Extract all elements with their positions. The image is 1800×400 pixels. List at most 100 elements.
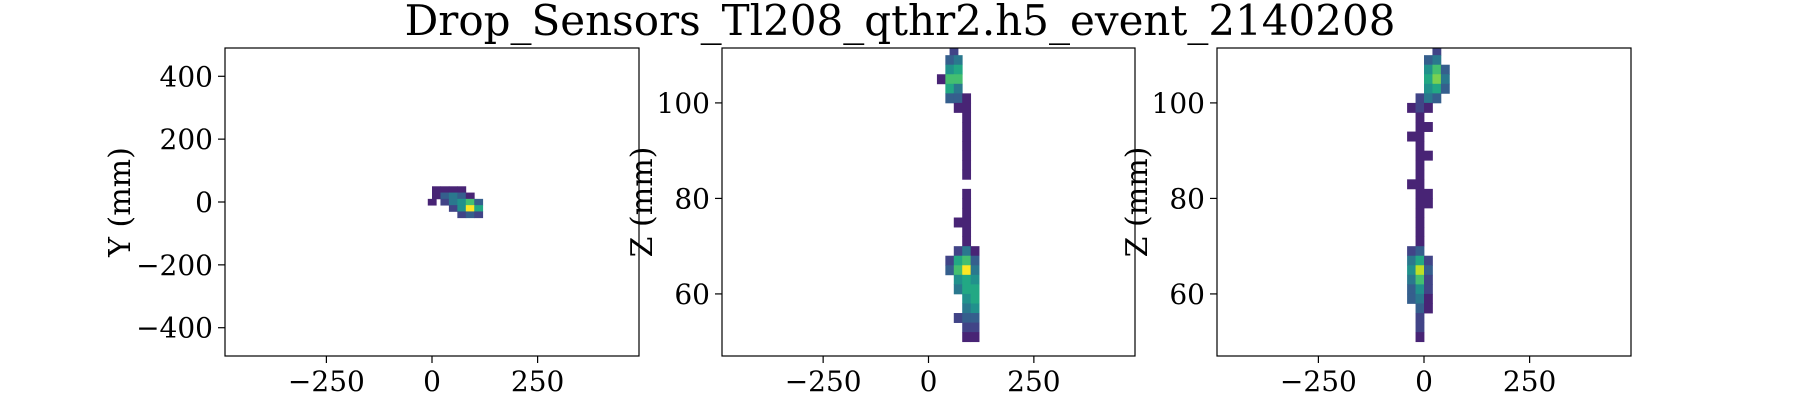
heatmap-cell [970, 293, 980, 304]
heatmap-cell [953, 93, 963, 104]
heatmap-cell [1415, 93, 1425, 104]
y-tick-label: 80 [674, 182, 710, 215]
heatmap-cell [970, 255, 980, 266]
heatmap-cell [1407, 293, 1416, 304]
heatmap-cell [953, 74, 963, 85]
heatmap-cell [936, 74, 946, 85]
heatmap-cell [962, 274, 972, 285]
heatmap-cell [1415, 274, 1425, 285]
heatmap-cell [962, 207, 972, 218]
heatmap-cell [1415, 227, 1425, 238]
heatmap-cell [465, 205, 475, 212]
heatmap-cell [953, 255, 963, 266]
heatmap-cell [1415, 265, 1425, 276]
x-tick-label: 0 [1415, 365, 1433, 398]
heatmap-cell [962, 102, 972, 113]
heatmap-cell [440, 192, 450, 200]
heatmap-cell [474, 198, 484, 206]
heatmap-cell [970, 303, 980, 314]
y-axis-ticks: 60 80 100 [1152, 87, 1217, 311]
x-tick-label: 250 [1007, 365, 1060, 398]
heatmap-cell [1415, 150, 1425, 161]
heatmap-cell [457, 198, 467, 206]
y-tick-label: −400 [136, 312, 213, 345]
heatmap-cell [962, 131, 972, 142]
plot-frame [721, 47, 1136, 357]
heatmap-cell [1407, 284, 1416, 295]
heatmap-cell [962, 188, 972, 199]
heatmap-cell [1415, 141, 1425, 152]
heatmap-cell [962, 303, 972, 314]
heatmap-cell [953, 274, 963, 285]
heatmap-cell [953, 64, 963, 75]
heatmap-cell [1424, 198, 1433, 209]
heatmap-cell [1424, 274, 1433, 285]
heatmap-cell [1415, 293, 1425, 304]
x-tick-label: 250 [1503, 365, 1556, 398]
x-tick-label: −250 [785, 365, 862, 398]
x-tick-label: 0 [920, 365, 938, 398]
y-tick-label: −200 [136, 249, 213, 282]
heatmap-cell [945, 64, 955, 75]
heatmap-cell [962, 246, 972, 257]
x-tick-label: 0 [423, 365, 441, 398]
heatmap-cell [945, 255, 955, 266]
x-tick-label: −250 [288, 365, 365, 398]
heatmap-cell [962, 265, 972, 276]
heatmap-cell [970, 313, 980, 323]
heatmap-cell [962, 93, 972, 104]
heatmap-cell [1415, 102, 1425, 113]
heatmap-cell [962, 122, 972, 132]
heatmap-cell [1415, 198, 1425, 209]
heatmap-cell [457, 192, 467, 200]
heatmap-cell [1407, 246, 1416, 257]
heatmap-cell [440, 186, 450, 193]
heatmap-cell [1424, 83, 1433, 94]
y-axis-ticks: −400 −200 0 200 400 [136, 60, 225, 345]
heatmap-cell [945, 265, 955, 276]
heatmap-cell [1432, 93, 1442, 104]
heatmap-cell [1432, 83, 1442, 94]
heatmap-cell [970, 265, 980, 276]
heatmap-cell [465, 211, 475, 219]
heatmap-cell [1432, 74, 1442, 85]
heatmap-cell [1415, 179, 1425, 190]
heatmap-cell [1415, 322, 1425, 333]
heatmap-cell [474, 211, 484, 219]
heatmap-cell [1415, 188, 1425, 199]
heatmap-cell [970, 322, 980, 333]
heatmap-cell [1424, 55, 1433, 66]
heatmap-cell [1432, 64, 1442, 75]
heatmap-cell [970, 284, 980, 295]
heatmap-cell [1424, 150, 1433, 161]
heatmap-cell [962, 293, 972, 304]
heatmap-cell [1415, 217, 1425, 228]
heatmap-cell [1415, 112, 1425, 123]
heatmap-cell [457, 211, 467, 219]
heatmap-cell [1424, 255, 1433, 266]
x-tick-label: 250 [511, 365, 564, 398]
heatmap-cell [962, 313, 972, 323]
heatmap-cell [970, 246, 980, 257]
heatmap-cell [465, 198, 475, 206]
panel-xz: −250 0 250 60 80 100 Z (mm) [625, 47, 1136, 398]
x-axis-ticks: −250 0 250 [1280, 356, 1556, 398]
heatmap-cell [1424, 74, 1433, 85]
y-tick-label: 100 [1152, 87, 1205, 120]
y-tick-label: 0 [195, 186, 213, 219]
heatmap-cell [1440, 74, 1450, 85]
heatmap-cell [962, 284, 972, 295]
heatmap-cells [427, 186, 484, 219]
heatmap-cell [1407, 179, 1416, 190]
heatmap-cell [1424, 188, 1433, 199]
heatmap-cell [962, 160, 972, 171]
heatmap-cell [448, 192, 458, 200]
heatmap-cell [1424, 122, 1433, 132]
heatmap-cell [432, 192, 441, 200]
heatmap-cell [945, 93, 955, 104]
heatmap-cell [448, 186, 458, 193]
heatmap-cell [474, 205, 484, 212]
heatmap-cell [1415, 284, 1425, 295]
heatmap-cell [457, 186, 467, 193]
